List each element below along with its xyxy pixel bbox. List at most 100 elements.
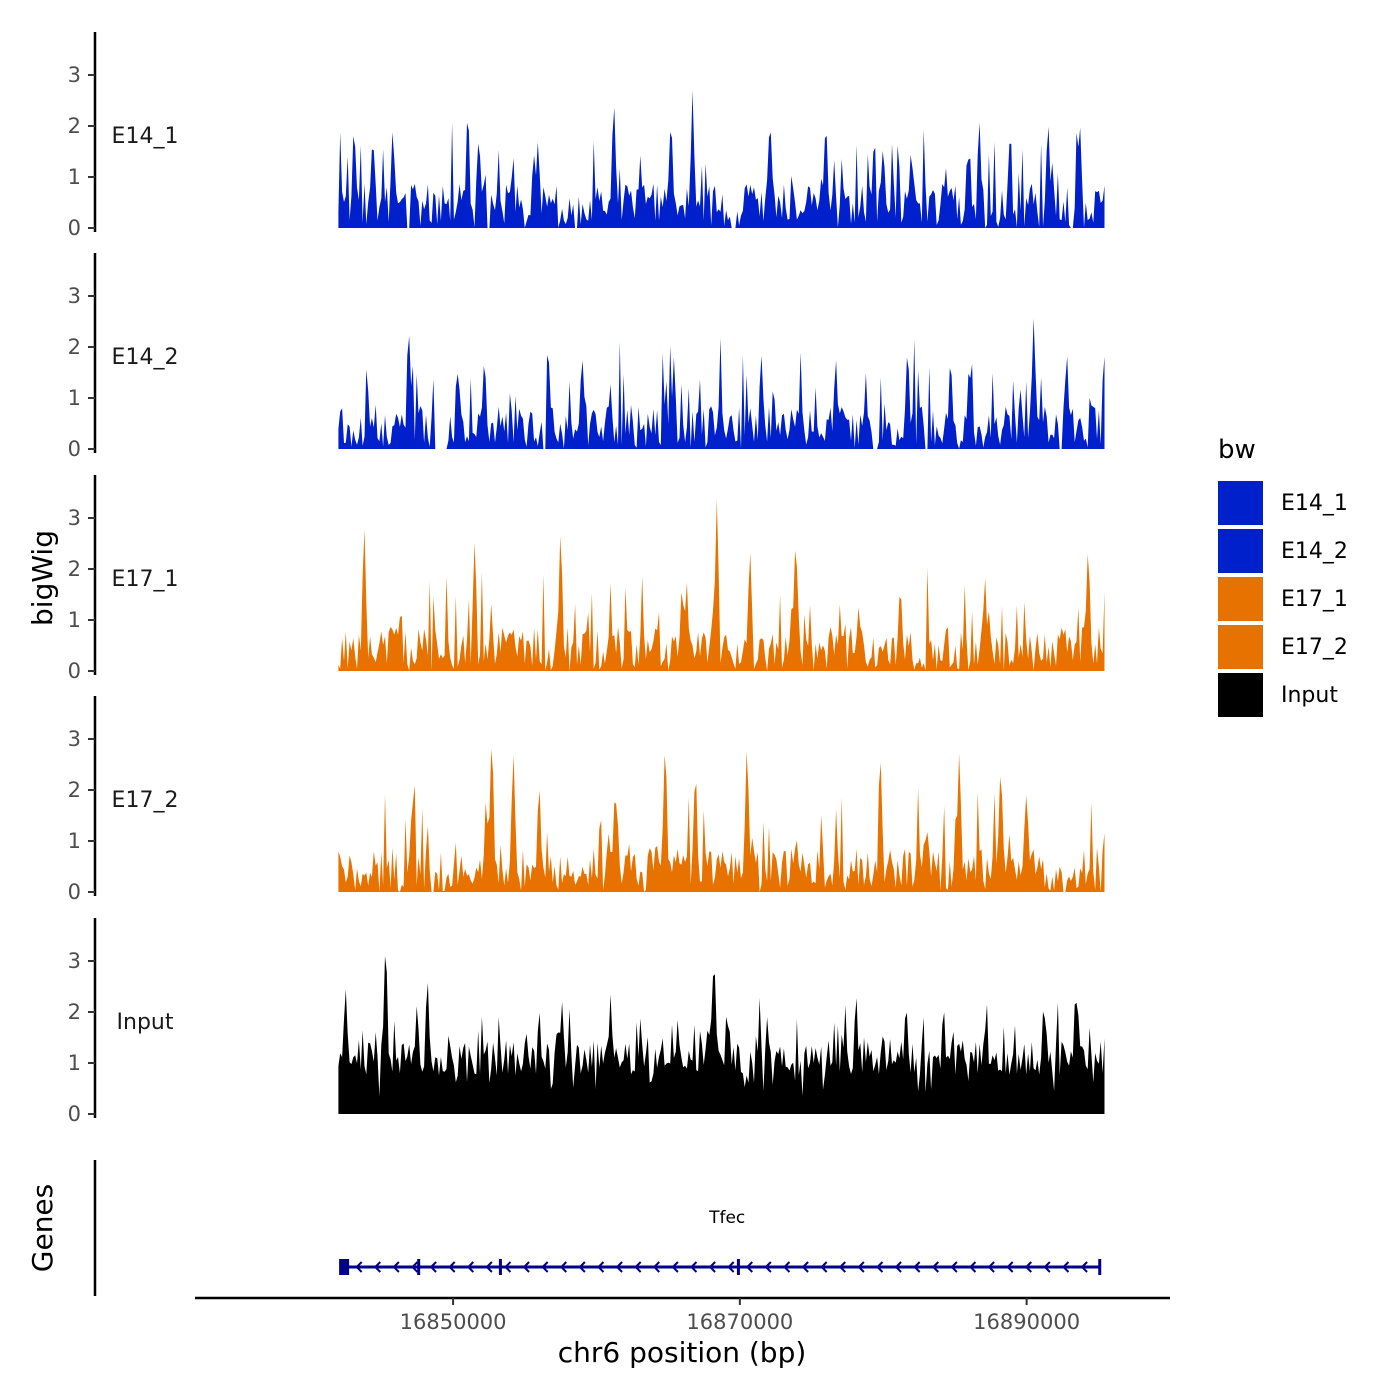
strand-arrow [727, 1261, 735, 1273]
x-tick-label: 16870000 [686, 1310, 793, 1334]
strand-arrow [615, 1261, 623, 1273]
legend-label: E14_2 [1281, 539, 1348, 564]
legend-label: E14_1 [1281, 491, 1348, 516]
x-tick-label: 16890000 [973, 1310, 1080, 1334]
strand-arrow [671, 1261, 679, 1273]
strand-arrow [355, 1261, 363, 1273]
y-tick-label: 0 [68, 216, 81, 240]
gene-exon [736, 1259, 740, 1275]
y-tick-label: 3 [68, 506, 81, 530]
y-tick-label: 0 [68, 659, 81, 683]
track-label: E14_1 [112, 124, 179, 149]
strand-arrow [950, 1261, 958, 1273]
strand-arrow [448, 1261, 456, 1273]
strand-arrow [1006, 1261, 1014, 1273]
strand-arrow [1043, 1261, 1051, 1273]
coverage-area [338, 955, 1105, 1114]
track-label: E14_2 [112, 345, 179, 370]
x-tick-label: 16850000 [400, 1310, 507, 1334]
y-tick-label: 1 [68, 386, 81, 410]
y-tick-label: 2 [68, 114, 81, 138]
track-e14-1: 0 1 2 3 E14_1 [68, 32, 1105, 240]
y-tick-label: 2 [68, 335, 81, 359]
track-input: 0 1 2 3 Input [68, 918, 1105, 1126]
legend-label: Input [1281, 683, 1338, 708]
gene-exon [417, 1259, 421, 1275]
strand-arrow [987, 1261, 995, 1273]
strand-arrow [578, 1261, 586, 1273]
x-axis-title: chr6 position (bp) [558, 1336, 807, 1369]
coverage-area [338, 749, 1105, 892]
gene-exon [498, 1259, 502, 1275]
coverage-area [338, 90, 1105, 228]
strand-arrow [764, 1261, 772, 1273]
strand-arrow [876, 1261, 884, 1273]
legend-title: bw [1218, 435, 1256, 465]
strand-arrow [1080, 1261, 1088, 1273]
strand-arrow [1024, 1261, 1032, 1273]
legend-swatch [1218, 481, 1263, 525]
y-tick-label: 3 [68, 63, 81, 87]
strand-arrow [838, 1261, 846, 1273]
y-axis-title: bigWig [26, 530, 59, 626]
legend-label: E17_2 [1281, 635, 1348, 660]
legend-label: E17_1 [1281, 587, 1348, 612]
gene-label: Tfec [708, 1208, 745, 1228]
legend-swatch [1218, 529, 1263, 573]
y-tick-label: 1 [68, 1051, 81, 1075]
strand-arrow [634, 1261, 642, 1273]
strand-arrow [597, 1261, 605, 1273]
legend-swatch [1218, 577, 1263, 621]
y-tick-label: 0 [68, 437, 81, 461]
strand-arrow [466, 1261, 474, 1273]
gene-track [339, 1259, 1102, 1275]
y-tick-label: 1 [68, 165, 81, 189]
strand-arrow [857, 1261, 865, 1273]
strand-arrow [522, 1261, 530, 1273]
strand-arrow [559, 1261, 567, 1273]
legend: bw E14_1 E14_2 E17_1 E17_2 Input [1218, 435, 1348, 717]
coverage-area [338, 499, 1105, 671]
y-tick-label: 1 [68, 829, 81, 853]
strand-arrow [485, 1261, 493, 1273]
y-tick-label: 3 [68, 284, 81, 308]
strand-arrow [969, 1261, 977, 1273]
strand-arrow [708, 1261, 716, 1273]
y-tick-label: 1 [68, 608, 81, 632]
bigwig-tracks: 0 1 2 3 E14_1 0 1 2 3 E14_2 0 1 2 3 E17_1 0 1 2 3 E17_2 0 1 2 3… [68, 32, 1105, 1126]
strand-arrow [652, 1261, 660, 1273]
y-tick-label: 2 [68, 1000, 81, 1024]
genes-panel-label: Genes [26, 1184, 59, 1272]
strand-arrow [801, 1261, 809, 1273]
y-tick-label: 0 [68, 880, 81, 904]
strand-arrow [1062, 1261, 1070, 1273]
track-e17-2: 0 1 2 3 E17_2 [68, 696, 1105, 904]
strand-arrow [373, 1261, 381, 1273]
strand-arrow [894, 1261, 902, 1273]
track-label: Input [117, 1010, 174, 1035]
gene-exon [1098, 1259, 1102, 1275]
track-label: E17_2 [112, 788, 179, 813]
y-tick-label: 3 [68, 949, 81, 973]
track-e17-1: 0 1 2 3 E17_1 [68, 475, 1105, 683]
genes-panel: Genes Tfec [26, 1160, 1102, 1296]
x-axis: 16850000 16870000 16890000 [195, 1296, 1170, 1334]
y-tick-label: 3 [68, 727, 81, 751]
strand-arrow [745, 1261, 753, 1273]
strand-arrow [411, 1261, 419, 1273]
y-tick-label: 2 [68, 557, 81, 581]
y-tick-label: 0 [68, 1102, 81, 1126]
legend-swatch [1218, 673, 1263, 717]
strand-arrow [392, 1261, 400, 1273]
strand-arrow [429, 1261, 437, 1273]
legend-swatch [1218, 625, 1263, 669]
strand-arrow [783, 1261, 791, 1273]
coverage-area [338, 318, 1105, 449]
strand-arrow [820, 1261, 828, 1273]
strand-arrow [690, 1261, 698, 1273]
track-e14-2: 0 1 2 3 E14_2 [68, 253, 1105, 461]
strand-arrow [931, 1261, 939, 1273]
y-tick-label: 2 [68, 778, 81, 802]
strand-arrow [541, 1261, 549, 1273]
